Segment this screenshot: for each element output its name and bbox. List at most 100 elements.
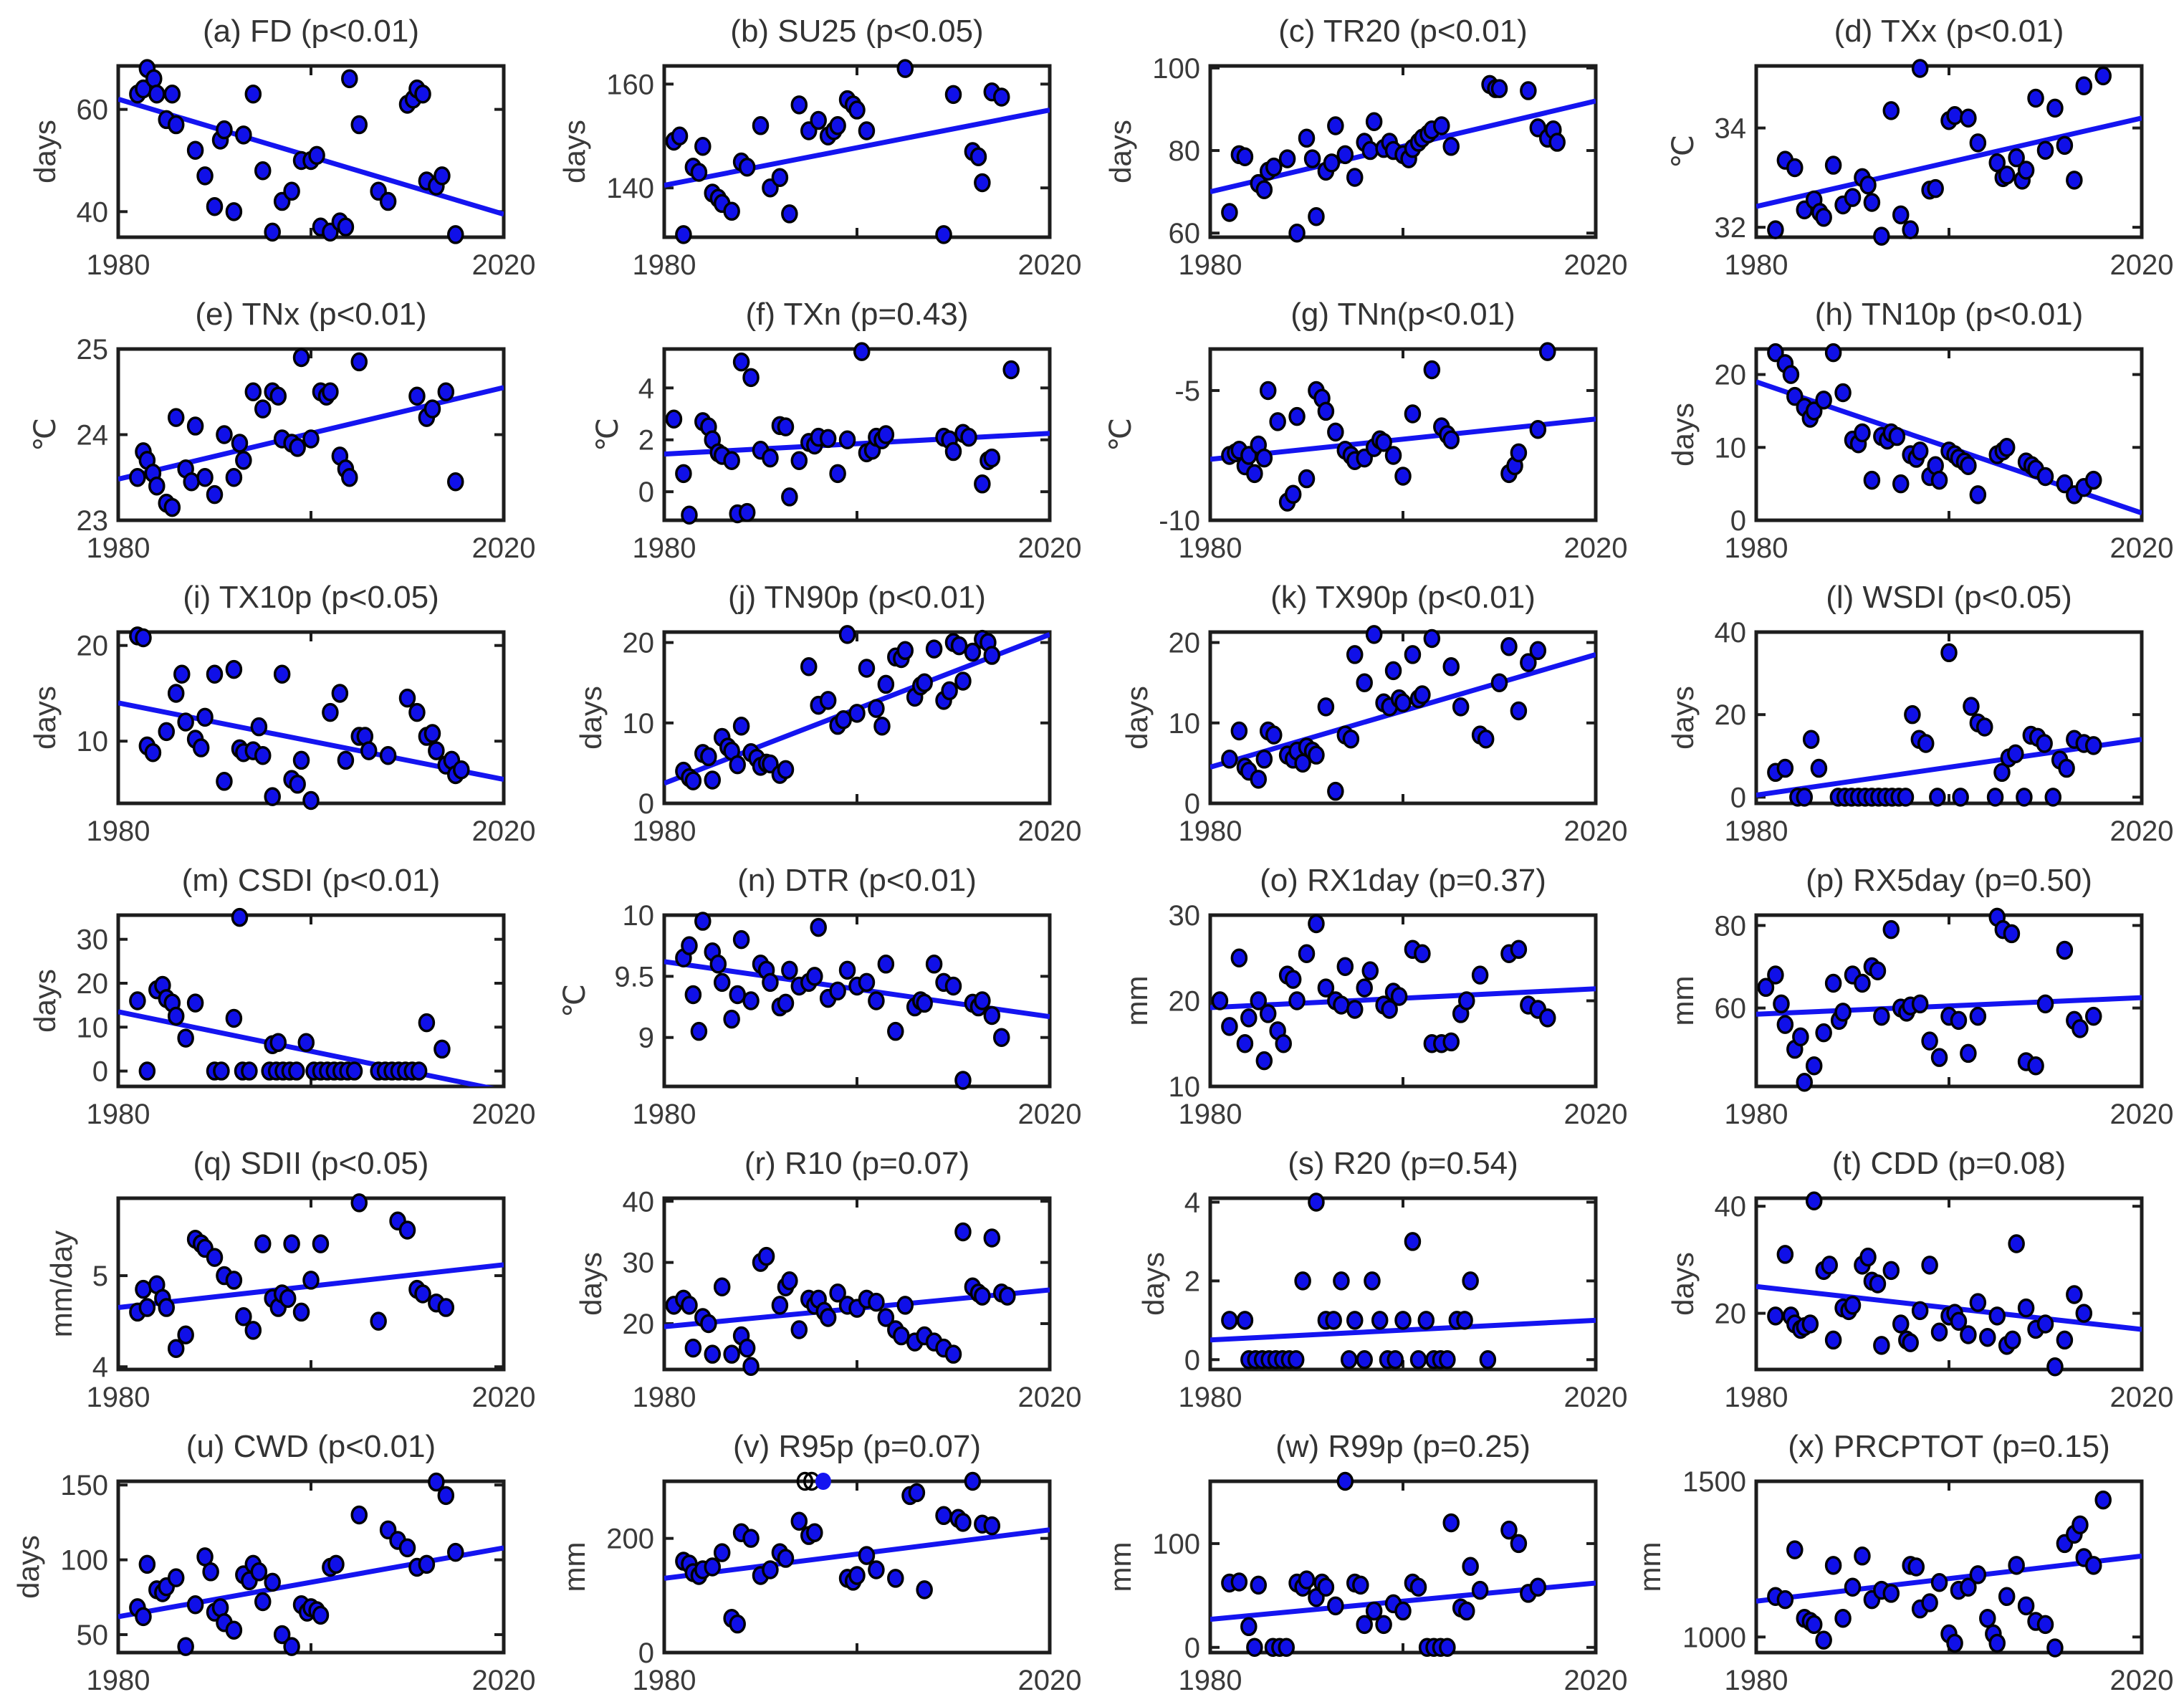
data-point xyxy=(771,1296,789,1315)
y-tick-label: 30 xyxy=(623,1248,655,1279)
data-point xyxy=(1988,1306,2006,1326)
subplot-cell-a: (a) FD (p<0.01) days 40 60 1980 2020 xyxy=(0,0,546,283)
data-point xyxy=(1786,386,1804,406)
trend-line xyxy=(664,1527,1050,1581)
data-point xyxy=(1782,365,1800,384)
subplot-cell-u: (u) CWD (p<0.01) days 50 100 150 1980 2020 xyxy=(0,1415,546,1697)
data-point xyxy=(379,191,397,211)
data-point xyxy=(700,1314,717,1334)
data-point xyxy=(2036,734,2053,753)
subplot-m-csdi: (m) CSDI (p<0.01) days 0 10 20 30 1980 2020 xyxy=(28,863,535,1130)
data-point xyxy=(1921,1256,1938,1275)
y-tick-label: 160 xyxy=(606,69,654,100)
data-point xyxy=(273,1625,291,1645)
data-point xyxy=(1930,1322,1948,1342)
data-point xyxy=(723,1344,740,1364)
plot-title: (l) WSDI (p<0.05) xyxy=(1826,580,2072,615)
data-point xyxy=(1529,1577,1547,1597)
data-point xyxy=(2072,1515,2089,1535)
data-point xyxy=(819,429,837,449)
data-point xyxy=(163,84,181,104)
y-tick-label: -10 xyxy=(1159,505,1200,537)
data-point xyxy=(858,659,876,678)
data-point xyxy=(1969,133,1987,153)
data-point xyxy=(1897,788,1915,807)
data-point xyxy=(1284,970,1302,989)
data-point xyxy=(877,425,895,444)
data-point xyxy=(337,217,355,236)
data-point xyxy=(167,408,185,427)
data-point xyxy=(283,1637,300,1656)
data-point xyxy=(954,671,972,691)
data-point xyxy=(935,1506,952,1526)
plot-title: (u) CWD (p<0.01) xyxy=(186,1429,436,1464)
data-point xyxy=(1346,1000,1364,1019)
data-point xyxy=(322,702,339,722)
data-point xyxy=(1384,446,1402,465)
data-point xyxy=(944,1344,962,1364)
data-point xyxy=(186,993,204,1013)
x-tick-label-1980: 1980 xyxy=(633,816,696,847)
data-point xyxy=(1801,1314,1819,1334)
x-tick-label-1980: 1980 xyxy=(87,532,150,564)
x-tick-label-1980: 1980 xyxy=(1725,816,1788,847)
x-tick-label-1980: 1980 xyxy=(1179,532,1242,564)
plot-title: (g) TNn(p<0.01) xyxy=(1290,297,1515,332)
data-point xyxy=(983,1228,1001,1248)
data-point xyxy=(428,1472,445,1492)
y-tick-label: 20 xyxy=(77,631,109,662)
data-point xyxy=(1365,1601,1383,1621)
data-point xyxy=(829,464,846,484)
data-point xyxy=(1250,770,1267,789)
subplot-j-tn90p: (j) TN90p (p<0.01) days 0 10 20 1980 2020 xyxy=(574,580,1081,847)
plot-title: (i) TX10p (p<0.05) xyxy=(183,580,439,615)
x-tick-label-1980: 1980 xyxy=(1725,249,1788,281)
y-tick-label: 9.5 xyxy=(614,961,654,993)
data-point xyxy=(896,1296,914,1315)
data-point xyxy=(163,497,181,517)
data-point xyxy=(2027,1056,2044,1076)
data-point xyxy=(916,673,933,692)
x-tick-label-2020: 2020 xyxy=(2110,1665,2174,1696)
data-point xyxy=(1298,944,1316,964)
data-point xyxy=(1500,636,1518,656)
data-point xyxy=(762,1560,779,1579)
y-tick-label: 0 xyxy=(92,1056,108,1088)
data-point xyxy=(1902,220,1919,239)
data-point xyxy=(1246,1638,1263,1658)
data-point xyxy=(1221,1311,1238,1330)
data-point xyxy=(216,772,233,791)
data-point xyxy=(1278,149,1296,168)
data-point xyxy=(1317,1577,1335,1597)
data-point xyxy=(1824,973,1842,993)
data-point xyxy=(2036,1615,2054,1635)
data-point xyxy=(1805,1056,1823,1076)
subplot-d-txx: (d) TXx (p<0.01) ℃ 32 34 1980 2020 xyxy=(1666,14,2173,281)
data-point xyxy=(1384,661,1402,681)
x-tick-label-2020: 2020 xyxy=(2110,1382,2174,1413)
y-tick-label: 20 xyxy=(1715,699,1747,731)
data-point xyxy=(288,1061,305,1081)
y-axis-label: days xyxy=(1120,686,1154,750)
data-point xyxy=(269,386,287,406)
data-point xyxy=(231,434,249,453)
data-point xyxy=(264,1572,281,1592)
data-point xyxy=(1796,1072,1813,1092)
data-point xyxy=(1308,206,1325,226)
data-point xyxy=(1255,750,1273,769)
subplot-cell-n: (n) DTR (p<0.01) ℃ 9 9.5 10 1980 2020 xyxy=(546,849,1092,1132)
data-point xyxy=(1221,1017,1238,1036)
subplot-k-tx90p: (k) TX90p (p<0.01) days 0 10 20 1980 2020 xyxy=(1120,580,1627,847)
data-point xyxy=(1442,430,1460,449)
data-point xyxy=(423,399,441,419)
subplot-h-tn10p: (h) TN10p (p<0.01) days 0 10 20 1980 2020 xyxy=(1666,297,2173,564)
plot-title: (r) R10 (p=0.07) xyxy=(744,1146,969,1181)
data-point xyxy=(1442,1513,1460,1533)
data-point xyxy=(1520,81,1537,100)
y-axis-label: mm xyxy=(1103,1542,1137,1592)
data-point xyxy=(1950,1311,1968,1332)
x-tick-label-1980: 1980 xyxy=(87,1099,150,1130)
data-point xyxy=(777,760,795,780)
data-point xyxy=(1844,188,1862,207)
data-point xyxy=(1892,1314,1910,1334)
